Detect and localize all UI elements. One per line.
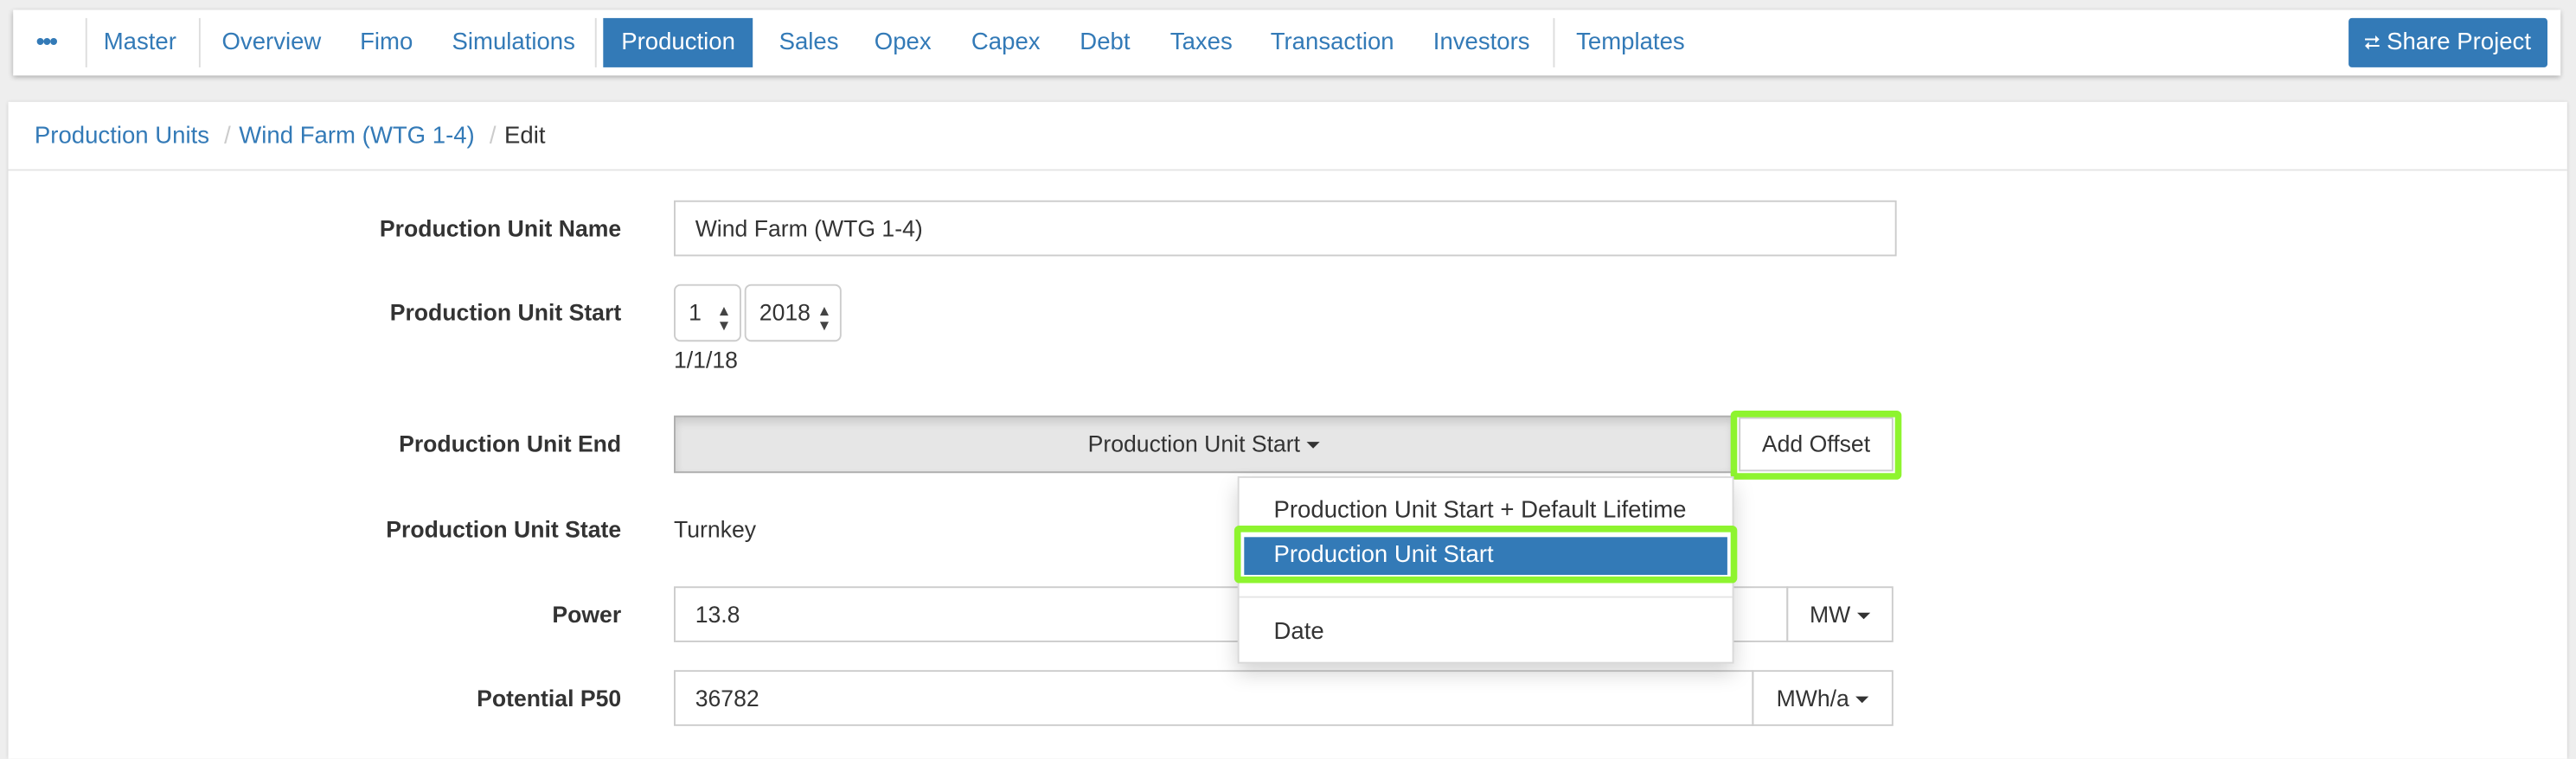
caret-down-icon	[1856, 613, 1871, 620]
tab-templates[interactable]: Templates	[1576, 29, 1685, 56]
tab-transaction[interactable]: Transaction	[1270, 29, 1394, 56]
tab-sales[interactable]: Sales	[779, 29, 839, 56]
share-icon: ⮂	[2364, 31, 2381, 54]
caret-down-icon	[1855, 697, 1869, 704]
tab-taxes[interactable]: Taxes	[1169, 29, 1233, 56]
start-date-text: 1/1/18	[674, 346, 738, 373]
end-dropdown-button[interactable]: Production Unit Start	[674, 415, 1734, 474]
updown-icon: ▲ ▼	[817, 302, 832, 334]
tab-capex[interactable]: Capex	[971, 29, 1041, 56]
divider	[594, 17, 597, 67]
breadcrumb: Production Units / Wind Farm (WTG 1-4) / Edi…	[34, 123, 546, 150]
highlight-outline	[1234, 526, 1738, 584]
start-month-select[interactable]: 1 ▲ ▼	[674, 284, 741, 342]
name-label: Production Unit Name	[379, 214, 622, 242]
divider	[198, 17, 201, 67]
tab-simulations[interactable]: Simulations	[452, 29, 575, 56]
caret-down-icon	[1306, 442, 1320, 450]
name-input[interactable]: Wind Farm (WTG 1-4)	[674, 200, 1897, 257]
divider	[8, 169, 2567, 171]
start-label: Production Unit Start	[389, 298, 622, 326]
menu-item-production-unit-start[interactable]: Production Unit Start	[1244, 537, 1727, 575]
tab-production[interactable]: Production	[603, 17, 753, 67]
p50-input[interactable]: 36782	[674, 670, 1754, 726]
p50-unit: MWh/a	[1776, 685, 1849, 711]
highlight-outline	[1730, 411, 1902, 480]
end-value: Production Unit Start	[1087, 430, 1301, 457]
divider	[1553, 17, 1555, 67]
state-value: Turnkey	[674, 515, 757, 542]
start-month-value: 1	[689, 298, 702, 326]
breadcrumb-current: Edit	[504, 123, 546, 150]
power-unit: MW	[1809, 601, 1851, 628]
share-label: Share Project	[2387, 29, 2531, 56]
end-dropdown-menu: Production Unit Start + Default Lifetime…	[1237, 476, 1734, 664]
share-project-button[interactable]: ⮂ Share Project	[2348, 17, 2547, 67]
tab-overview[interactable]: Overview	[221, 29, 322, 56]
start-year-select[interactable]: 2018 ▲ ▼	[744, 284, 842, 342]
start-year-value: 2018	[759, 298, 811, 326]
power-unit-dropdown[interactable]: MW	[1786, 586, 1894, 642]
menu-item-default-lifetime[interactable]: Production Unit Start + Default Lifetime	[1273, 497, 1687, 525]
tab-investors[interactable]: Investors	[1432, 29, 1530, 56]
tab-opex[interactable]: Opex	[874, 29, 932, 56]
p50-unit-dropdown[interactable]: MWh/a	[1752, 670, 1894, 726]
tab-master[interactable]: Master	[103, 29, 176, 56]
tab-debt[interactable]: Debt	[1080, 29, 1131, 56]
tab-fimo[interactable]: Fimo	[360, 29, 413, 56]
ellipsis-icon[interactable]: •••	[35, 29, 58, 56]
menu-item-date[interactable]: Date	[1273, 619, 1324, 646]
add-offset-button[interactable]: Add Offset	[1739, 417, 1894, 472]
menu-divider	[1239, 596, 1733, 598]
breadcrumb-wind-farm[interactable]: Wind Farm (WTG 1-4)	[239, 123, 475, 150]
breadcrumb-production-units[interactable]: Production Units	[34, 123, 210, 150]
divider	[85, 17, 87, 67]
state-label: Production Unit State	[386, 515, 622, 542]
updown-icon: ▲ ▼	[716, 302, 732, 334]
menu-item-label: Production Unit Start	[1273, 542, 1494, 569]
power-label: Power	[552, 601, 622, 628]
top-navbar: ••• Master Overview Fimo Simulations Pro…	[13, 10, 2561, 76]
p50-label: Potential P50	[477, 685, 622, 711]
end-label: Production Unit End	[399, 430, 622, 457]
